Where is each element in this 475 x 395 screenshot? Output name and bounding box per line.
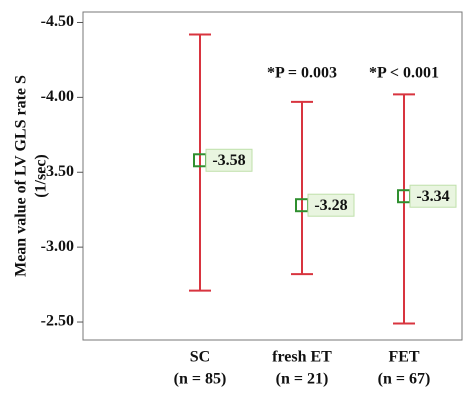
y-tick-label: -2.50 xyxy=(41,313,74,330)
y-tick-label: -4.00 xyxy=(41,88,74,105)
y-unit: (1/sec) xyxy=(33,154,50,198)
x-tick-label: SC xyxy=(190,349,210,366)
x-tick-note: (n = 67) xyxy=(378,371,431,388)
value-label: -3.58 xyxy=(212,152,245,169)
x-tick-label: fresh ET xyxy=(272,349,332,366)
x-tick-note: (n = 85) xyxy=(174,371,227,388)
y-label: Mean value of LV GLS rate S xyxy=(13,75,30,277)
value-label: -3.28 xyxy=(314,197,347,214)
x-tick-note: (n = 21) xyxy=(276,371,329,388)
value-label-box xyxy=(307,193,355,217)
y-axis-title: Mean value of LV GLS rate S (1/sec) xyxy=(13,75,50,277)
plot-frame xyxy=(82,11,463,341)
annotation: *P < 0.001 xyxy=(369,65,439,82)
y-tick-label: -4.50 xyxy=(41,13,74,30)
annotation: *P = 0.003 xyxy=(267,65,337,82)
y-tick-label: -3.50 xyxy=(41,163,74,180)
value-label: -3.34 xyxy=(416,188,449,205)
x-tick-label: FET xyxy=(388,349,419,366)
y-tick-label: -3.00 xyxy=(41,238,74,255)
value-label-box xyxy=(409,184,457,208)
value-label-box xyxy=(205,148,253,172)
